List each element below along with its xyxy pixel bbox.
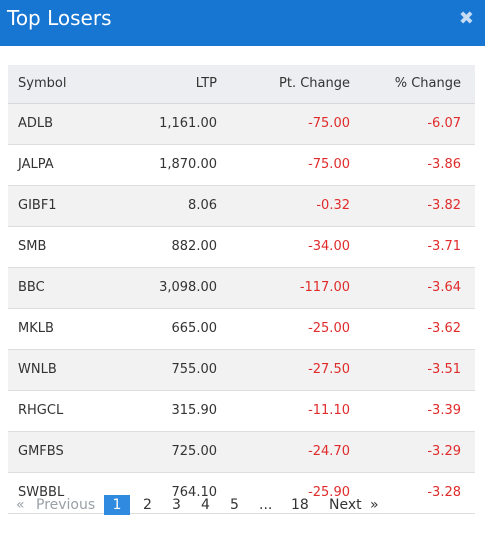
pct-change-cell: -3.62	[351, 308, 475, 350]
page-button-1[interactable]: 1	[104, 495, 130, 515]
table-row[interactable]: SMB 882.00 -34.00 -3.71	[8, 226, 475, 268]
pct-change-cell: -3.86	[351, 144, 475, 186]
pct-change-cell: -3.82	[351, 185, 475, 227]
pct-change-cell: -3.71	[351, 226, 475, 268]
symbol-cell: SMB	[8, 226, 116, 268]
pct-change-cell: -3.51	[351, 349, 475, 391]
table-row[interactable]: GMFBS 725.00 -24.70 -3.29	[8, 431, 475, 473]
page-button-5[interactable]: 5	[230, 497, 239, 513]
dialog-title: Top Losers	[7, 6, 112, 30]
pct-change-cell: -3.64	[351, 267, 475, 309]
table-row[interactable]: SWBBL 764.10 -25.90 -3.28	[8, 472, 475, 514]
ltp-cell: 315.90	[116, 390, 217, 432]
table-row[interactable]: MKLB 665.00 -25.00 -3.62	[8, 308, 475, 350]
previous-arrow-icon: «	[16, 497, 25, 513]
table-row[interactable]: GIBF1 8.06 -0.32 -3.82	[8, 185, 475, 227]
table-row[interactable]: RHGCL 315.90 -11.10 -3.39	[8, 390, 475, 432]
symbol-cell: GIBF1	[8, 185, 116, 227]
ltp-column-header[interactable]: LTP	[116, 65, 217, 104]
symbol-column-header[interactable]: Symbol	[8, 65, 116, 104]
table-row[interactable]: JALPA 1,870.00 -75.00 -3.86	[8, 144, 475, 186]
table-row[interactable]: ADLB 1,161.00 -75.00 -6.07	[8, 103, 475, 145]
pagination-ellipsis: ...	[259, 497, 273, 513]
pt-change-cell: -34.00	[217, 226, 351, 268]
page-button-2[interactable]: 2	[143, 497, 152, 513]
pct-change-cell: -3.39	[351, 390, 475, 432]
pt-change-cell: -25.00	[217, 308, 351, 350]
symbol-cell: MKLB	[8, 308, 116, 350]
symbol-cell: GMFBS	[8, 431, 116, 473]
next-arrow-icon[interactable]: »	[370, 497, 379, 513]
symbol-cell: BBC	[8, 267, 116, 309]
page-button-4[interactable]: 4	[201, 497, 210, 513]
next-button[interactable]: Next	[329, 497, 362, 513]
pt-change-column-header[interactable]: Pt. Change	[217, 65, 351, 104]
pct-change-column-header[interactable]: % Change	[351, 65, 475, 104]
pt-change-cell: -11.10	[217, 390, 351, 432]
pt-change-cell: -75.00	[217, 103, 351, 145]
ltp-cell: 8.06	[116, 185, 217, 227]
ltp-cell: 1,161.00	[116, 103, 217, 145]
table-row[interactable]: BBC 3,098.00 -117.00 -3.64	[8, 267, 475, 309]
symbol-cell: ADLB	[8, 103, 116, 145]
previous-button[interactable]: Previous	[36, 497, 96, 513]
symbol-cell: WNLB	[8, 349, 116, 391]
ltp-cell: 3,098.00	[116, 267, 217, 309]
pt-change-cell: -0.32	[217, 185, 351, 227]
pt-change-cell: -75.00	[217, 144, 351, 186]
pct-change-cell: -3.29	[351, 431, 475, 473]
ltp-cell: 1,870.00	[116, 144, 217, 186]
pt-change-cell: -27.50	[217, 349, 351, 391]
pt-change-cell: -25.90	[217, 472, 351, 514]
pct-change-cell: -6.07	[351, 103, 475, 145]
dialog-header: Top Losers ✖	[0, 0, 485, 46]
table-row[interactable]: WNLB 755.00 -27.50 -3.51	[8, 349, 475, 391]
table-header-row: Symbol LTP Pt. Change % Change	[8, 65, 475, 104]
page-button-18[interactable]: 18	[291, 497, 309, 513]
symbol-cell: SWBBL	[8, 472, 116, 514]
top-losers-table: Symbol LTP Pt. Change % Change ADLB 1,16…	[8, 65, 475, 514]
page-button-3[interactable]: 3	[172, 497, 181, 513]
ltp-cell: 882.00	[116, 226, 217, 268]
symbol-cell: RHGCL	[8, 390, 116, 432]
close-icon[interactable]: ✖	[458, 8, 474, 29]
ltp-cell: 764.10	[116, 472, 217, 514]
ltp-cell: 665.00	[116, 308, 217, 350]
ltp-cell: 755.00	[116, 349, 217, 391]
pct-change-cell: -3.28	[351, 472, 475, 514]
pt-change-cell: -24.70	[217, 431, 351, 473]
pt-change-cell: -117.00	[217, 267, 351, 309]
ltp-cell: 725.00	[116, 431, 217, 473]
symbol-cell: JALPA	[8, 144, 116, 186]
